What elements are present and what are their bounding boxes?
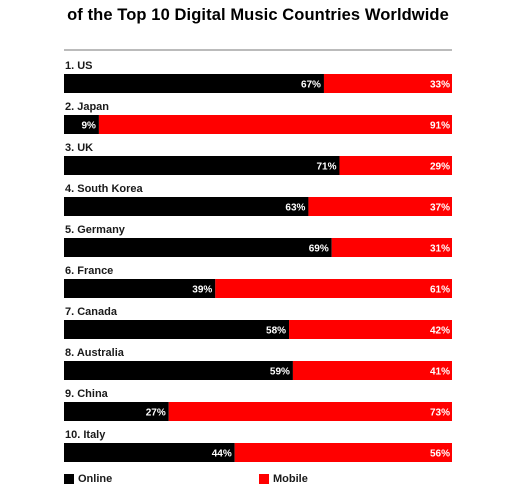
category-label-australia: 8. Australia (65, 347, 125, 359)
bar-mobile-australia (292, 361, 452, 380)
bar-mobile-canada (289, 320, 452, 339)
bar-online-italy (64, 443, 235, 462)
value-label-online-us: 67% (301, 80, 321, 91)
category-label-france: 6. France (65, 265, 113, 277)
bar-mobile-germany (331, 238, 452, 257)
value-label-online-canada: 58% (266, 326, 286, 337)
value-label-online-japan: 9% (81, 121, 96, 132)
value-label-online-uk: 71% (316, 162, 336, 173)
category-label-us: 1. US (65, 60, 93, 72)
bar-online-australia (64, 361, 293, 380)
value-label-mobile-germany: 31% (430, 244, 450, 255)
bar-mobile-uk (339, 156, 452, 175)
bar-mobile-france (215, 279, 452, 298)
bar-mobile-us (323, 74, 452, 93)
value-label-online-china: 27% (146, 408, 166, 419)
category-label-italy: 10. Italy (65, 429, 106, 441)
value-label-online-france: 39% (192, 285, 212, 296)
bar-mobile-china (168, 402, 452, 421)
bar-online-canada (64, 320, 290, 339)
bar-online-japan (64, 115, 99, 134)
value-label-online-south-korea: 63% (285, 203, 305, 214)
bar-online-uk (64, 156, 340, 175)
legend-mobile-label: Mobile (273, 473, 308, 485)
chart-title: of the Top 10 Digital Music Countries Wo… (67, 6, 449, 24)
bar-online-germany (64, 238, 332, 257)
legend-online: Online (64, 473, 112, 485)
value-label-online-italy: 44% (212, 449, 232, 460)
value-label-mobile-italy: 56% (430, 449, 450, 460)
bar-online-south-korea (64, 197, 309, 216)
value-label-mobile-china: 73% (430, 408, 450, 419)
legend-online-swatch (64, 474, 74, 484)
bar-online-us (64, 74, 324, 93)
category-label-china: 9. China (65, 388, 109, 400)
category-label-germany: 5. Germany (65, 224, 126, 236)
category-label-uk: 3. UK (65, 142, 93, 154)
value-label-mobile-japan: 91% (430, 121, 450, 132)
bar-online-france (64, 279, 216, 298)
value-label-online-australia: 59% (270, 367, 290, 378)
bar-mobile-south-korea (308, 197, 452, 216)
value-label-online-germany: 69% (309, 244, 329, 255)
value-label-mobile-south-korea: 37% (430, 203, 450, 214)
value-label-mobile-australia: 41% (430, 367, 450, 378)
category-label-south-korea: 4. South Korea (65, 183, 144, 195)
legend-mobile: Mobile (259, 473, 308, 485)
legend-online-label: Online (78, 473, 113, 485)
legend-mobile-swatch (259, 474, 269, 484)
value-label-mobile-canada: 42% (430, 326, 450, 337)
bar-mobile-italy (234, 443, 452, 462)
bar-mobile-japan (98, 115, 453, 134)
category-label-canada: 7. Canada (65, 306, 118, 318)
bar-online-china (64, 402, 169, 421)
value-label-mobile-us: 33% (430, 80, 450, 91)
value-label-mobile-france: 61% (430, 285, 450, 296)
category-label-japan: 2. Japan (65, 101, 109, 113)
value-label-mobile-uk: 29% (430, 162, 450, 173)
